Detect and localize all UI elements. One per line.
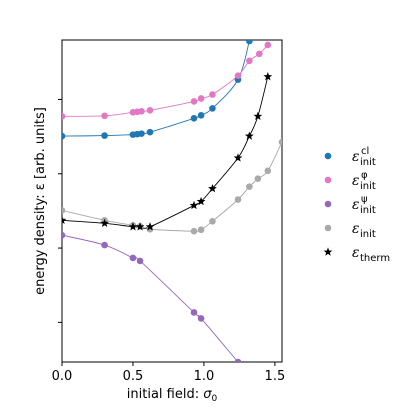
legend-label-subscript: init [360,157,376,168]
plot-frame [61,39,283,363]
series-3-point [190,227,198,235]
legend-label-superscript: φ [361,170,368,181]
series-4-point [128,222,138,231]
series-2-point [190,309,198,316]
legend-label-symbol: ε [352,197,360,213]
y-axis-ticks [58,98,62,323]
series-1-point [209,91,216,98]
series-0-point [209,105,216,112]
legend-item: εφ init [324,170,376,192]
series-0-point [197,111,205,119]
series-4-point [233,153,243,162]
legend-item: εcl init [324,146,376,168]
series-markers [62,40,282,362]
series-3-point [234,196,242,203]
series-4-point [208,184,217,193]
series-2-point [136,257,144,265]
x-axis-ticks: 0.0 0.5 1.0 1.5 [52,362,286,384]
legend-label: εcl init [352,146,376,168]
series-1-point [246,57,253,65]
legend-label-symbol: ε [352,173,360,189]
series-0-point [101,132,108,139]
series-3-point [62,207,66,214]
y-axis-label: energy density: ε [arb. units] [33,107,48,295]
series-1-point [255,50,263,58]
x-tick-label: 1.5 [265,369,286,384]
legend-label: εinit [352,221,376,240]
series-1-point [62,112,66,120]
series-4-point [244,131,254,140]
series-2-point [234,358,242,362]
legend-label-symbol: ε [352,221,360,237]
legend-marker [323,247,333,256]
series-4-point [62,215,67,225]
series-2-point [62,231,66,239]
series-1-point [190,98,198,105]
x-axis-label-symbol: σ [203,387,212,402]
series-2-curve [62,234,239,362]
legend-label: εψ init [352,194,376,216]
series-0-point [62,132,66,140]
x-axis-label: initial field: σ0 [127,387,218,404]
series-1-point [264,41,272,49]
legend-label-symbol: ε [352,149,360,165]
series-1-point [234,72,242,79]
legend-label-superscript: ψ [361,194,368,205]
series-1-point [101,112,108,120]
series-4-point [145,222,155,231]
series-4-curve [62,76,269,229]
series-3-point [209,218,216,225]
series-3-point [278,138,282,146]
legend-label: εtherm [352,245,390,264]
series-0-point [190,114,198,122]
legend-item: εψ init [324,194,376,216]
series-2-point [129,254,137,262]
plot-area [61,39,283,363]
series-4-point [100,218,109,228]
legend-label-symbol: ε [352,245,360,261]
legend-item: εinit [324,221,376,240]
series-2-point [197,315,205,322]
legend-marker [324,224,332,232]
series-4-point [253,111,263,121]
legend-label-superscript: cl [361,146,369,157]
legend-label: εφ init [352,170,376,192]
legend-label-subscript: therm [360,253,390,264]
series-1-point [146,107,154,114]
series-3-point [197,226,205,234]
legend-label-subscript: init [360,229,376,240]
legend-marker [324,200,332,208]
series-0-point [138,130,145,137]
series-1-point [138,108,145,115]
series-3-point [264,167,272,175]
x-tick-label: 1.0 [194,369,215,384]
x-tick-label: 0.5 [123,369,144,384]
legend-marker [324,152,332,160]
series-3-point [254,175,262,183]
x-axis-label-subscript: 0 [211,394,217,404]
series-curves [62,40,282,362]
legend-item: εtherm [323,245,390,264]
series-0-point [246,40,253,45]
legend-marker [324,176,332,184]
x-tick-label: 0.0 [52,369,73,384]
legend-label-subscript: init [360,205,376,216]
series-4-point [189,200,199,210]
series-3-point [246,183,253,190]
series-2-point [101,241,108,249]
series-4-point [135,222,145,231]
series-4-point [196,196,206,206]
x-axis-label-text: initial field: [127,387,203,402]
legend-label-subscript: init [360,181,376,192]
series-0-point [146,128,154,136]
series-4-point [263,72,273,81]
series-1-point [197,95,205,102]
